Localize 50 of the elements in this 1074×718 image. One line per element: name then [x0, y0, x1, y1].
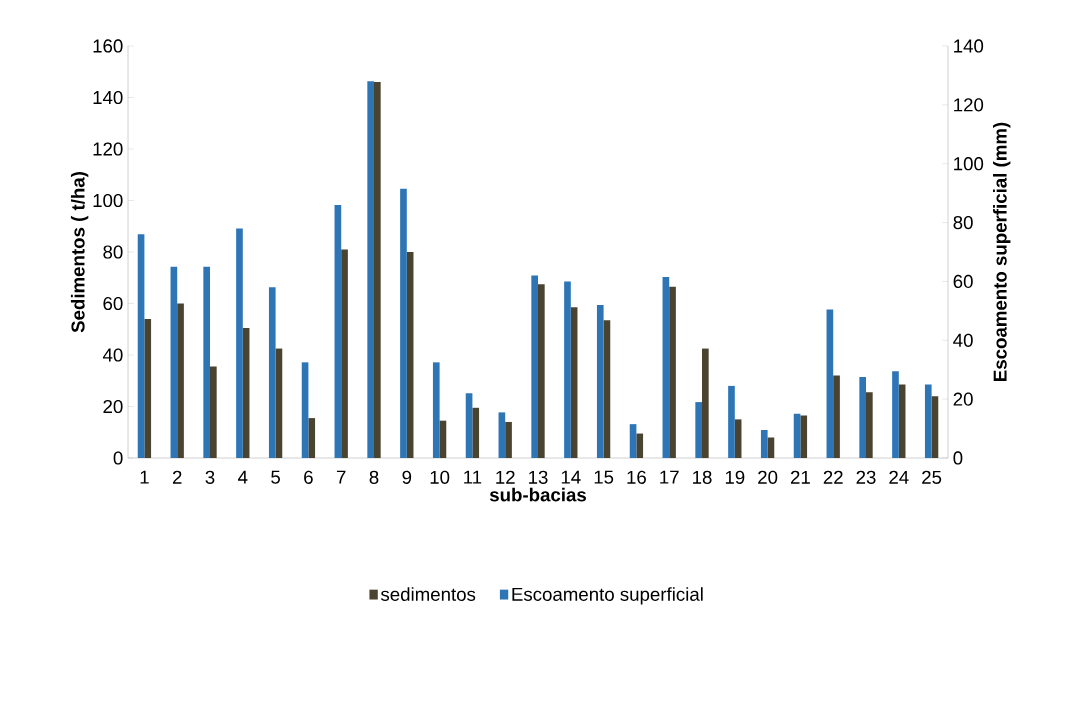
x-tick-label: 21: [790, 470, 810, 484]
x-tick-label: 10: [430, 470, 450, 484]
x-tick-label: 23: [856, 470, 876, 484]
y2-tick-label: 0: [953, 451, 963, 465]
legend-label: Escoamento superficial: [512, 587, 703, 605]
y2-tick-label: 100: [954, 157, 984, 171]
x-tick-label: 17: [660, 470, 679, 484]
x-tick-label: 9: [402, 470, 412, 484]
y-axis-title: Sedimentos ( t/ha): [70, 172, 89, 333]
y-tick-label: 160: [93, 39, 123, 53]
y2-tick-label: 40: [953, 333, 973, 347]
bar: [432, 362, 440, 458]
x-axis-title: sub-bacias: [489, 487, 586, 502]
x-tick-label: 25: [922, 470, 942, 484]
y-tick-label: 40: [102, 348, 123, 362]
x-tick-label: 4: [238, 470, 248, 484]
y2-axis-title: Escoamento superficial (mm): [993, 122, 1011, 381]
x-tick-label: 7: [336, 470, 346, 484]
x-tick-label: 12: [496, 470, 515, 484]
y2-tick-label: 20: [953, 392, 973, 406]
y2-tick-label: 60: [953, 274, 973, 289]
x-tick-label: 16: [627, 470, 646, 484]
y2-tick-label: 80: [953, 215, 973, 230]
y-tick-label: 0: [113, 451, 123, 465]
x-tick-label: 5: [271, 470, 281, 484]
y-tick-label: 120: [93, 142, 123, 156]
y-tick-label: 20: [103, 399, 123, 414]
bar: [301, 362, 309, 458]
x-tick-label: 15: [594, 470, 614, 484]
y-tick-label: 100: [93, 193, 123, 208]
x-tick-label: 11: [464, 470, 482, 484]
x-tick-label: 8: [369, 470, 379, 484]
x-tick-label: 1: [140, 470, 149, 484]
y-tick-label: 60: [103, 296, 123, 311]
x-tick-label: 13: [529, 470, 548, 484]
x-tick-label: 6: [304, 470, 313, 484]
x-tick-label: 19: [725, 470, 745, 484]
bar: [203, 266, 210, 458]
x-tick-label: 22: [823, 470, 843, 484]
y-tick-label: 80: [103, 245, 123, 259]
x-tick-label: 24: [889, 470, 909, 484]
y2-tick-label: 140: [954, 39, 984, 53]
y2-tick-label: 120: [954, 98, 984, 112]
x-tick-label: 14: [561, 470, 581, 484]
x-tick-label: 2: [172, 470, 182, 484]
x-tick-label: 18: [693, 470, 712, 484]
x-tick-label: 20: [758, 470, 778, 484]
x-tick-label: 3: [205, 470, 215, 484]
legend-label: sedimentos: [380, 587, 476, 601]
y-tick-label: 140: [93, 90, 123, 105]
